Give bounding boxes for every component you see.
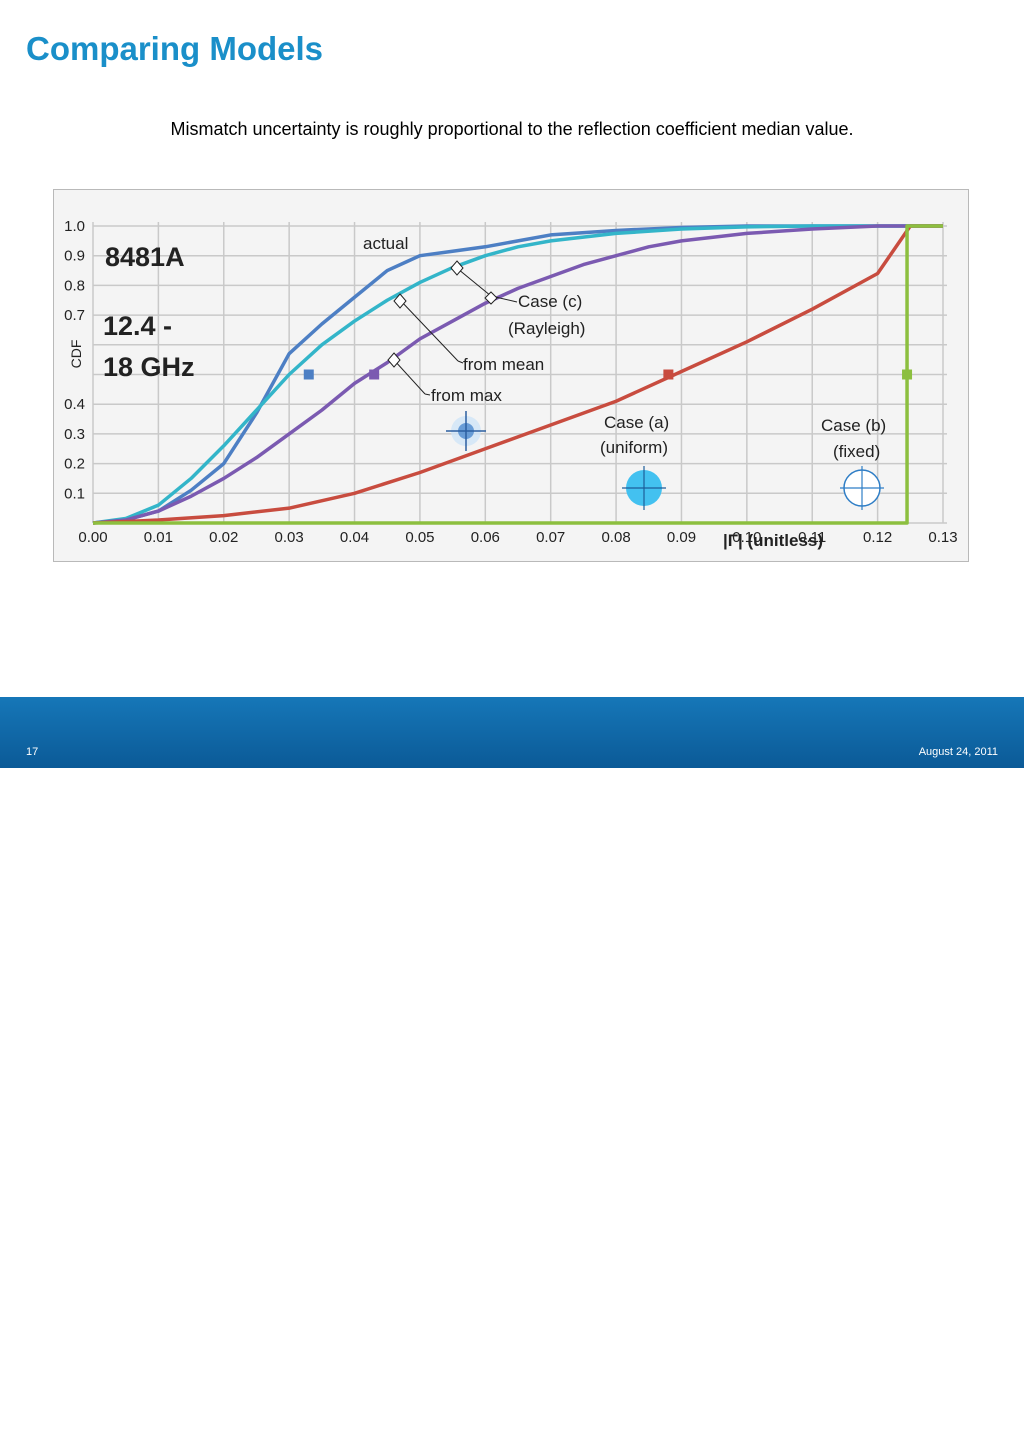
diamond-marker [450,260,464,276]
slide-title: Comparing Models [26,30,324,67]
page-number: 17 [26,746,39,758]
x-tick-label: 0.06 [471,529,500,546]
annotation-uniform: (uniform) [600,438,668,457]
panel-label-freq-1: 12.4 - [103,311,172,341]
series-line [92,224,943,525]
diamond-marker [393,293,407,309]
series-marker [902,369,913,380]
annotation-actual: actual [363,234,408,253]
series-marker [663,369,674,380]
x-tick-label: 0.12 [863,529,892,546]
x-tick-label: 0.04 [340,529,369,546]
x-tick-label: 0.00 [78,529,107,546]
y-tick-label: 0.1 [64,485,85,502]
annotation-fixed: (fixed) [833,442,880,461]
annotation-rayleigh: (Rayleigh) [508,319,585,338]
chart-series [92,224,943,525]
y-tick-label: 0.9 [64,248,85,265]
series-marker [369,369,380,380]
x-tick-label: 0.01 [144,529,173,546]
annotation-layer: actual Case (c) (Rayleigh) from mean fro… [363,234,886,461]
x-tick-label: 0.03 [275,529,304,546]
series-line [92,224,943,525]
crosshair-filled-icon [622,466,666,510]
x-tick-label: 0.10 [732,529,761,546]
series-marker [303,369,314,380]
y-tick-label: 0.8 [64,277,85,294]
x-tick-label: 0.13 [928,529,957,546]
y-tick-label: 0.4 [64,396,85,413]
panel-label-model: 8481A [105,242,185,272]
annotation-case-b: Case (b) [821,416,886,435]
y-tick-label: 1.0 [64,218,85,235]
chart-markers [303,369,913,380]
series-line [92,224,943,525]
chart-frame [53,189,969,562]
x-tick-label: 0.08 [601,529,630,546]
chart-panel: 0.00 0.01 0.02 0.03 0.04 0.05 0.06 0.07 0.08 0.09… [53,189,969,562]
y-tick-label: 0.3 [64,426,85,443]
annotation-from-mean: from mean [463,355,544,374]
x-tick-label: 0.09 [667,529,696,546]
annotation-from-max: from max [431,386,502,405]
x-tick-label: 0.02 [209,529,238,546]
annotation-case-a: Case (a) [604,413,669,432]
x-tick-label: 0.05 [405,529,434,546]
cdf-chart: 0.00 0.01 0.02 0.03 0.04 0.05 0.06 0.07 0.08 0.09… [53,189,969,562]
chart-ticks: 0.00 0.01 0.02 0.03 0.04 0.05 0.06 0.07 0.08 0.09… [64,218,957,546]
crosshair-outline-icon [840,466,884,510]
slide-subtitle: Mismatch uncertainty is roughly proporti… [170,119,854,139]
x-axis-label: |Γ| (unitless) [723,531,823,550]
brand-logo: Agilent Technologies [492,1411,712,1451]
series-line [92,224,943,525]
y-tick-label: 0.7 [64,307,85,324]
annotation-case-c: Case (c) [518,292,582,311]
x-tick-label: 0.11 [798,529,826,546]
y-tick-label: 0.2 [64,456,85,473]
annotation-leaders [387,260,518,396]
diamond-marker [484,291,498,305]
crosshair-star-icon [446,411,486,451]
footer-bar: Agilent Technologies [0,697,1024,1447]
diamond-marker [387,352,401,368]
y-axis-label: CDF [68,340,84,369]
brand-name: Agilent Technologies [542,1426,703,1443]
footer-date: August 24, 2011 [918,746,998,758]
panel-label-freq-2: 18 GHz [103,352,195,382]
x-tick-label: 0.07 [536,529,565,546]
agilent-spark-icon [498,1415,530,1447]
